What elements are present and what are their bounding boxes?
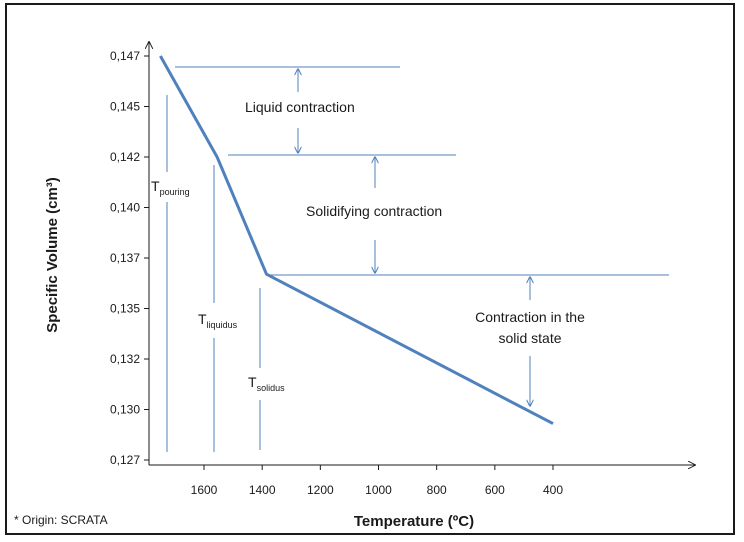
x-tick-label: 600 — [485, 483, 505, 497]
annotation-solid-line2: solid state — [498, 330, 561, 346]
y-tick-label: 0,135 — [110, 302, 140, 316]
x-axis-title: Temperature (ºC) — [354, 513, 474, 530]
annotation-solidifying-contraction: Solidifying contraction — [306, 203, 442, 219]
y-axis-title: Specific Volume (cm³) — [44, 177, 61, 333]
annotation-liquid-contraction: Liquid contraction — [245, 99, 355, 115]
label-t-pouring: Tpouring — [151, 178, 190, 197]
x-tick-label: 400 — [543, 483, 563, 497]
x-ticks: 1600 1400 1200 1000 800 600 400 — [191, 465, 563, 497]
x-tick-label: 1000 — [365, 483, 392, 497]
y-tick-label: 0,147 — [110, 49, 140, 63]
x-tick-label: 1200 — [307, 483, 334, 497]
x-tick-label: 1600 — [191, 483, 218, 497]
series-line — [159, 55, 554, 425]
y-tick-label: 0,137 — [110, 251, 140, 265]
y-tick-label: 0,145 — [110, 100, 140, 114]
origin-footnote: * Origin: SCRATA — [14, 513, 108, 527]
label-t-solidus: Tsolidus — [248, 374, 285, 393]
chart-frame — [5, 3, 735, 535]
x-tick-label: 1400 — [249, 483, 276, 497]
label-t-liquidus: Tliquidus — [198, 311, 238, 330]
y-tick-label: 0,140 — [110, 201, 140, 215]
x-tick-label: 800 — [427, 483, 447, 497]
annotation-solid-line1: Contraction in the — [475, 309, 585, 325]
y-tick-label: 0,142 — [110, 150, 140, 164]
y-tick-label: 0,127 — [110, 453, 140, 467]
y-ticks: 0,127 0,130 0,132 0,135 0,137 0,140 0,142 0,145… — [110, 49, 149, 467]
y-tick-label: 0,132 — [110, 352, 140, 366]
y-tick-label: 0,130 — [110, 403, 140, 417]
